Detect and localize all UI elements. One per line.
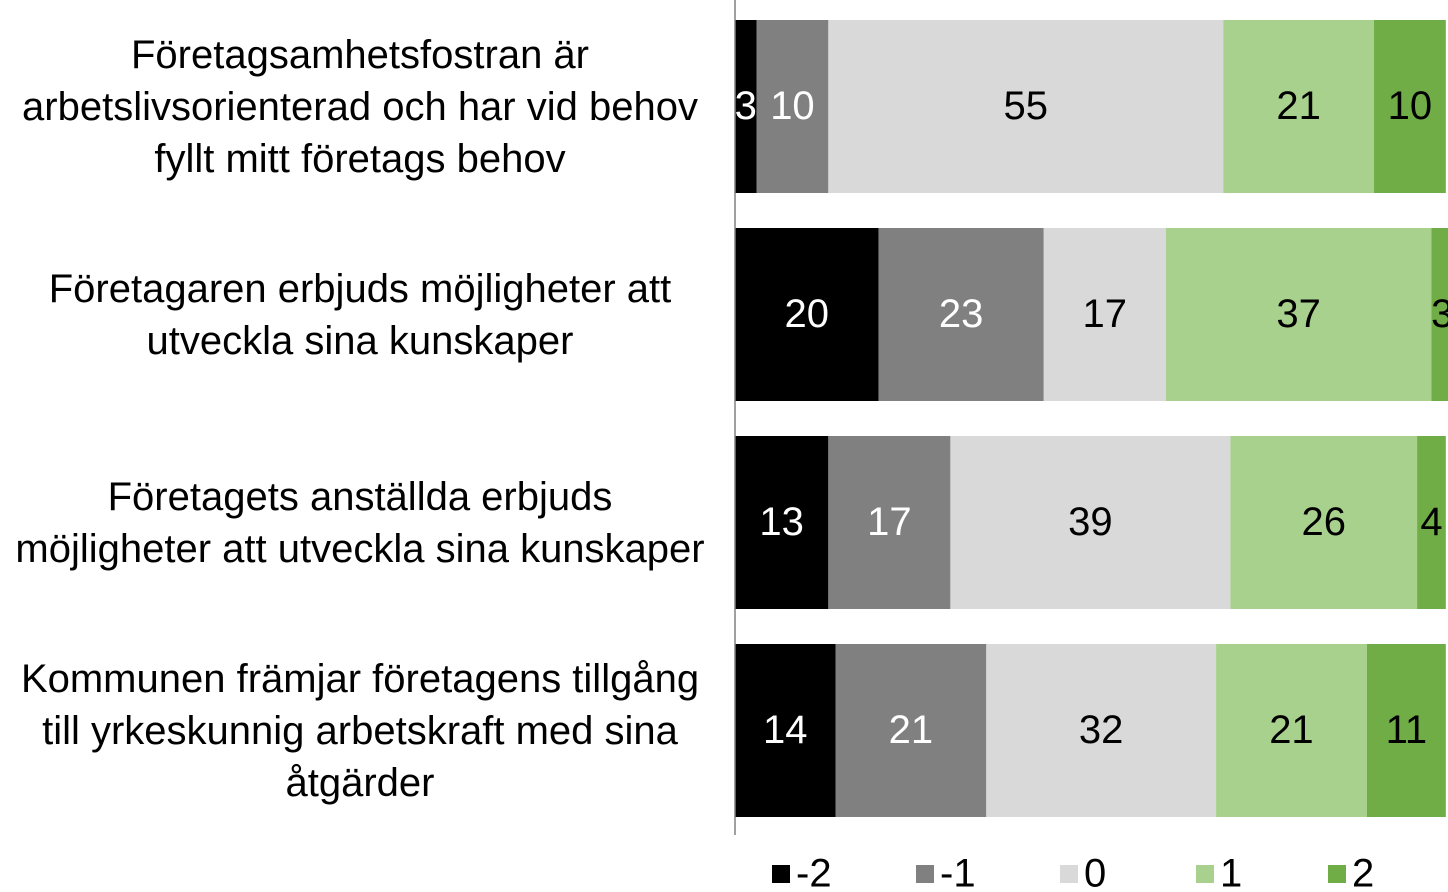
legend-swatch [772,865,790,883]
legend-label: -2 [796,852,832,892]
bar-segment [828,436,951,609]
data-label: 11 [1386,708,1428,752]
data-label: 37 [1276,292,1321,336]
legend-swatch [1328,865,1346,883]
bar-segment [1216,644,1367,817]
data-label: 3 [735,84,757,128]
data-label: 21 [1276,84,1321,128]
data-label: 3 [1431,292,1448,336]
bar-segment [950,436,1231,609]
legend-label: 1 [1220,852,1242,892]
bar-segment [1223,20,1375,193]
data-label: 10 [1388,84,1433,128]
data-label: 17 [867,500,912,544]
bar-segment [1374,20,1446,193]
legend-label: 0 [1084,852,1106,892]
data-label: 10 [770,84,815,128]
legend-swatch [1196,865,1214,883]
bar-segment [986,644,1217,817]
bar-segment [828,20,1224,193]
legend-label: -1 [940,852,976,892]
bar-segment [835,644,987,817]
bar-segment [756,20,829,193]
legend-swatch [1060,865,1078,883]
data-label: 23 [939,292,984,336]
data-label: 32 [1079,708,1124,752]
data-label: 13 [759,500,804,544]
bar-segment [1165,228,1432,401]
data-label: 4 [1420,500,1442,544]
legend-swatch [916,865,934,883]
bar-segment [735,228,879,401]
data-label: 17 [1083,292,1128,336]
bar-segment [1230,436,1418,609]
legend-label: 2 [1352,852,1374,892]
bar-segment [735,644,836,817]
bar-segment [1417,436,1446,609]
data-label: 21 [889,708,934,752]
data-label: 20 [785,292,830,336]
data-label: 26 [1302,500,1347,544]
bar-segment [735,20,757,193]
bar-segment [1043,228,1166,401]
bar-segment [1431,228,1448,401]
data-label: 21 [1269,708,1314,752]
bar-segment [878,228,1044,401]
bar-segment [1366,644,1446,817]
category-label: Företagaren erbjuds möjligheter att utve… [48,266,672,363]
data-label: 39 [1068,500,1113,544]
category-label: Företagsamhetsfostran är arbetslivsorien… [22,32,698,181]
data-label: 55 [1004,84,1049,128]
category-label: Företagets anställda erbjuds möjligheter… [15,474,705,571]
category-label: Kommunen främjar företagens tillgång til… [20,656,700,805]
bar-segment [735,436,829,609]
data-label: 14 [763,708,808,752]
